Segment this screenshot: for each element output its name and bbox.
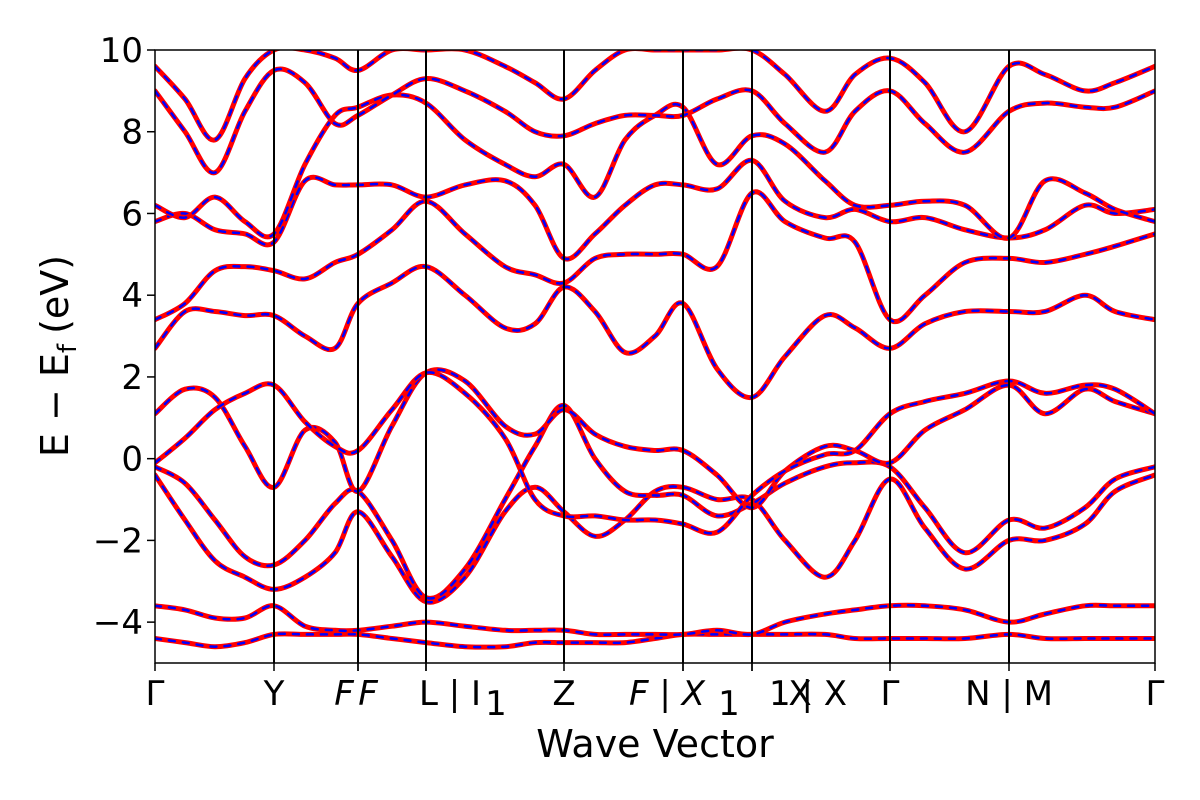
- x-tick-label-14: Γ: [1146, 674, 1165, 714]
- x-tick-label-9: 1: [718, 684, 740, 724]
- band-line-8: [155, 189, 1155, 325]
- y-tick-label-1: −4: [93, 603, 143, 643]
- band-overlay-5: [155, 368, 1155, 509]
- x-tick-label-12: Γ: [881, 674, 900, 714]
- y-tick-label-8: 10: [100, 31, 143, 71]
- plot-bands: [155, 50, 1155, 650]
- band-overlay-9: [155, 159, 1155, 261]
- band-overlay-4: [155, 404, 1155, 600]
- x-tick-label-5: L | I: [419, 674, 481, 714]
- y-tick-label-4: 2: [121, 358, 143, 398]
- y-tick-label-7: 8: [121, 113, 143, 153]
- x-axis-title: Wave Vector: [536, 722, 774, 766]
- band-overlay-3: [155, 473, 1155, 604]
- y-tick-label-5: 4: [121, 276, 143, 316]
- y-tick-label-6: 6: [121, 194, 143, 234]
- x-tick-label-3: F: [334, 674, 354, 714]
- band-overlay-12: [155, 50, 1155, 142]
- band-overlay-6: [155, 371, 1155, 535]
- band-line-4: [155, 403, 1155, 601]
- y-tick-label-2: −2: [93, 521, 143, 561]
- x-tick-label-13: N | M: [965, 674, 1053, 714]
- y-axis-title-main: E − E: [33, 353, 77, 457]
- band-line-5: [155, 367, 1155, 511]
- band-overlay-7: [155, 265, 1155, 399]
- band-line-2: [155, 602, 1155, 638]
- band-line-11: [155, 66, 1155, 176]
- y-axis-title-unit: (eV): [33, 255, 77, 334]
- x-tick-label-6: 1: [485, 684, 507, 724]
- x-tick-label-11: 1 | X: [769, 674, 847, 714]
- plot-frame: [154, 49, 1156, 664]
- y-axis-title: E − Ef (eV): [33, 255, 83, 457]
- x-tick-label-2: Y: [263, 674, 285, 714]
- band-line-7: [155, 263, 1155, 400]
- kpath-separators: [273, 50, 1010, 663]
- band-line-9: [155, 157, 1155, 262]
- y-axis-ticks: −4 −2 0 2 4 6 8 10: [93, 31, 155, 643]
- band-overlay-11: [155, 67, 1155, 174]
- x-tick-label-8: F | X: [629, 674, 706, 714]
- band-overlay-1: [155, 632, 1155, 649]
- x-tick-label-10: X: [788, 674, 811, 714]
- svg-text:E − Ef(eV): E − Ef (eV): [33, 255, 83, 457]
- y-axis-title-sub: f: [53, 343, 83, 353]
- band-overlay-8: [155, 190, 1155, 323]
- x-tick-label-7: Z: [552, 674, 575, 714]
- band-overlay-2: [155, 603, 1155, 636]
- x-tick-label-4: F: [358, 674, 378, 714]
- x-tick-label-1: Γ: [146, 674, 165, 714]
- y-tick-label-3: 0: [121, 440, 143, 480]
- band-line-12: [155, 50, 1155, 143]
- band-overlay-10: [155, 93, 1155, 240]
